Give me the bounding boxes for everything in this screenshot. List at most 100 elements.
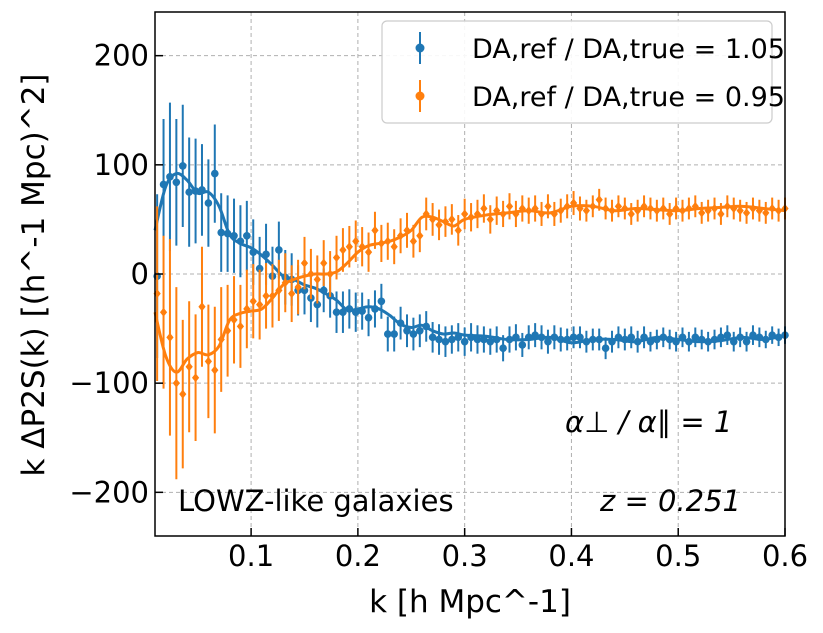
data-point [627,209,635,219]
data-point [736,206,744,216]
data-point [211,365,219,375]
data-point [544,337,552,346]
data-point [563,335,571,344]
x-axis-title: k [h Mpc^-1] [369,584,571,620]
data-point [364,247,373,257]
data-point [281,278,289,288]
data-point [749,331,757,339]
data-point [653,335,661,344]
data-point [223,229,232,238]
data-point [569,198,578,208]
data-point [563,201,571,211]
data-point [685,204,693,213]
data-point [505,335,514,344]
data-point [383,330,392,338]
model-curve [153,171,786,345]
data-point [217,228,226,237]
data-point [672,204,680,213]
data-point [435,335,443,344]
data-point [172,378,180,388]
y-tick-label-1: 100 [94,148,149,182]
data-point [614,333,623,342]
data-point [691,333,700,342]
data-point [749,204,757,213]
data-point [396,231,405,241]
x-tick-label-4: 0.5 [655,539,701,573]
data-point [601,344,610,353]
annotation-redshift: z = 0.251 [599,484,741,518]
y-tick-label-0: 200 [94,39,149,73]
data-point [191,187,200,195]
data-point [332,253,341,263]
data-point [473,209,482,219]
data-point [717,333,725,342]
data-point [230,231,238,240]
y-tick-label-2: 0 [131,257,149,291]
data-point [256,300,264,310]
data-point [755,206,763,216]
data-point [761,335,770,344]
y-axis-title: k ΔP2S(k) [(h^-1 Mpc)^2] [16,73,52,476]
data-point [537,333,546,342]
data-point [198,186,206,194]
series-0 [153,102,789,362]
data-point [729,337,738,346]
data-point [345,305,354,313]
data-point [621,335,629,344]
data-point [416,326,424,335]
data-point [371,225,379,235]
data-point [499,209,507,219]
data-point [390,330,398,338]
data-point [185,362,193,372]
data-point [364,313,373,322]
data-point [403,326,411,335]
data-point [403,225,411,235]
data-point [569,333,578,342]
data-point [313,300,322,309]
data-point [429,214,437,224]
legend: DA,ref / DA,true = 1.05 DA,ref / DA,true… [381,20,785,124]
data-point [665,335,674,344]
data-point [390,242,398,252]
data-point [179,389,187,399]
series-1 [153,188,789,480]
data-point [531,331,539,339]
data-point [774,206,783,216]
data-point [531,204,539,213]
data-point [262,250,270,259]
data-point [730,204,738,213]
data-point [608,337,616,346]
data-point [768,331,776,339]
data-point [473,335,482,344]
data-point [524,333,533,342]
data-point [288,289,296,299]
data-point [454,333,463,342]
data-point [339,245,347,255]
legend-marker-1 [415,80,425,112]
data-point [332,308,341,317]
data-point [441,337,450,346]
data-point [640,201,648,211]
data-point [717,209,725,219]
data-point [678,206,687,216]
data-point [377,297,386,306]
data-point [448,214,456,224]
data-point [710,204,719,213]
data-point [486,214,494,224]
data-point [319,286,328,295]
data-point [576,204,584,213]
data-point [588,335,597,344]
axis-ticks: 0.1 0.2 0.3 0.4 0.5 0.6 200 100 0 −100 −200 [69,39,808,573]
data-point [166,332,174,342]
data-point [435,220,443,230]
data-point [300,258,309,268]
data-point [185,188,193,196]
data-point [236,237,245,246]
data-point [723,331,732,339]
data-point [659,204,667,213]
data-point [704,337,712,346]
data-point [723,201,731,211]
data-point [467,333,475,342]
data-point [460,337,469,346]
